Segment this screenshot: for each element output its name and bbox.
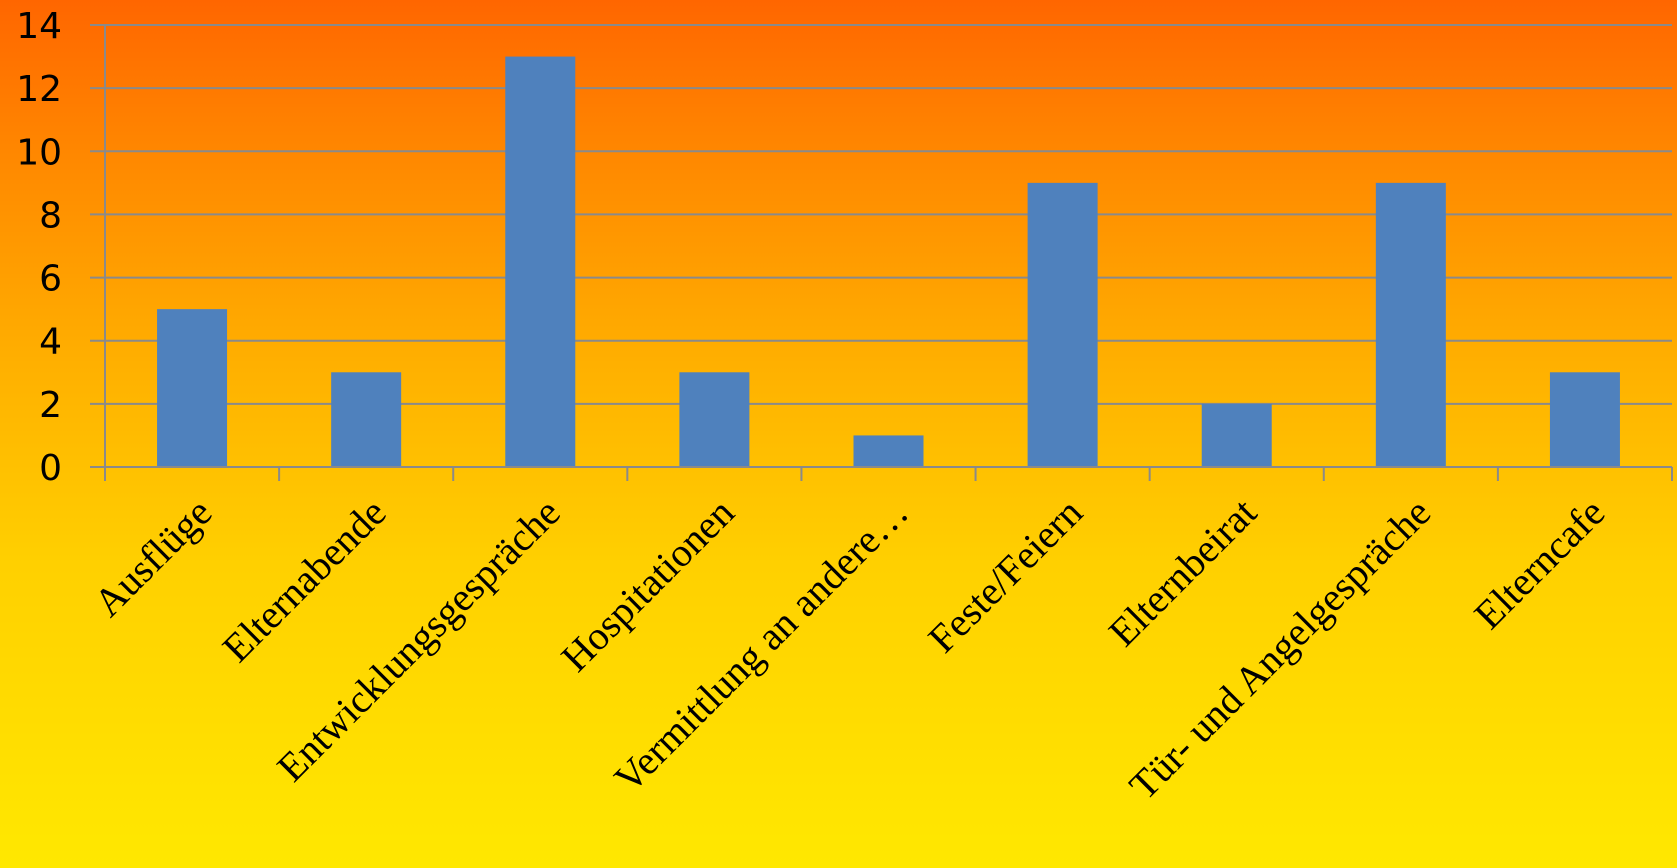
y-tick-label: 6 <box>39 259 62 300</box>
y-tick-labels: 0 2 4 6 8 10 12 14 <box>16 6 62 489</box>
x-tick-label: Ausflüge <box>85 490 221 626</box>
bar <box>1201 403 1272 467</box>
y-tick-label: 0 <box>39 448 62 489</box>
bar <box>1027 182 1098 467</box>
x-tick-label: Vermittlung an andere… <box>605 490 916 801</box>
x-tick-label: Elternbeirat <box>1100 490 1265 655</box>
x-tick-label: Entwicklungsgespräche <box>268 490 568 790</box>
x-tick-label: Elterncafe <box>1465 490 1613 638</box>
x-tick-label: Tür- und Angelgespräche <box>1120 490 1439 809</box>
x-tick-label: Hospitationen <box>552 490 743 681</box>
y-tick-label: 12 <box>16 69 62 110</box>
bar <box>157 309 228 467</box>
x-tick-label: Elternabende <box>214 490 395 671</box>
y-tick-label: 8 <box>39 195 62 236</box>
x-tick-label: Feste/Feiern <box>919 490 1091 662</box>
bars <box>157 56 1620 467</box>
bar <box>1375 182 1446 467</box>
x-tick-labels: AusflügeElternabendeEntwicklungsgespräch… <box>85 490 1613 809</box>
y-tick-label: 2 <box>39 385 62 426</box>
y-tick-label: 14 <box>16 6 62 47</box>
bar <box>331 372 402 467</box>
bar <box>679 372 750 467</box>
gridlines <box>90 24 1672 405</box>
bar <box>1549 372 1620 467</box>
y-tick-label: 10 <box>16 132 62 173</box>
y-tick-label: 4 <box>39 322 62 363</box>
axes <box>90 25 1673 481</box>
bar <box>505 56 576 467</box>
bar <box>853 435 924 467</box>
